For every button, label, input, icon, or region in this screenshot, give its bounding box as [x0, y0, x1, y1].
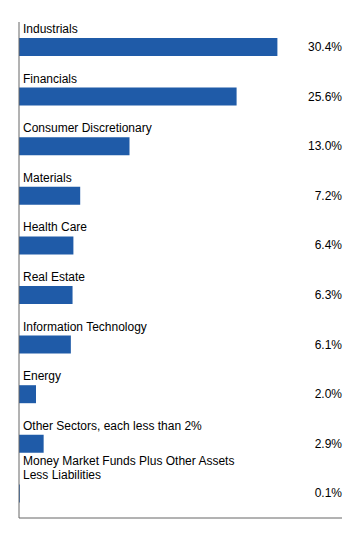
svg-text:Industrials: Industrials: [23, 22, 78, 36]
svg-text:7.2%: 7.2%: [315, 189, 343, 203]
svg-text:Materials: Materials: [23, 171, 72, 185]
svg-text:6.4%: 6.4%: [315, 238, 343, 252]
svg-text:Money Market Funds Plus Other: Money Market Funds Plus Other AssetsLess…: [23, 454, 234, 482]
svg-text:13.0%: 13.0%: [308, 139, 342, 153]
svg-text:0.1%: 0.1%: [315, 486, 343, 500]
svg-text:Information Technology: Information Technology: [23, 320, 147, 334]
svg-text:Health Care: Health Care: [23, 220, 87, 234]
svg-text:6.3%: 6.3%: [315, 288, 343, 302]
svg-text:2.0%: 2.0%: [315, 387, 343, 401]
svg-text:2.9%: 2.9%: [315, 437, 343, 451]
svg-text:6.1%: 6.1%: [315, 338, 343, 352]
svg-text:Financials: Financials: [23, 72, 77, 86]
svg-text:30.4%: 30.4%: [308, 40, 342, 54]
svg-text:Energy: Energy: [23, 369, 61, 383]
svg-text:Other Sectors, each less than: Other Sectors, each less than 2%: [23, 419, 202, 433]
svg-text:Consumer Discretionary: Consumer Discretionary: [23, 121, 152, 135]
svg-text:25.6%: 25.6%: [308, 90, 342, 104]
svg-text:Real Estate: Real Estate: [23, 270, 85, 284]
